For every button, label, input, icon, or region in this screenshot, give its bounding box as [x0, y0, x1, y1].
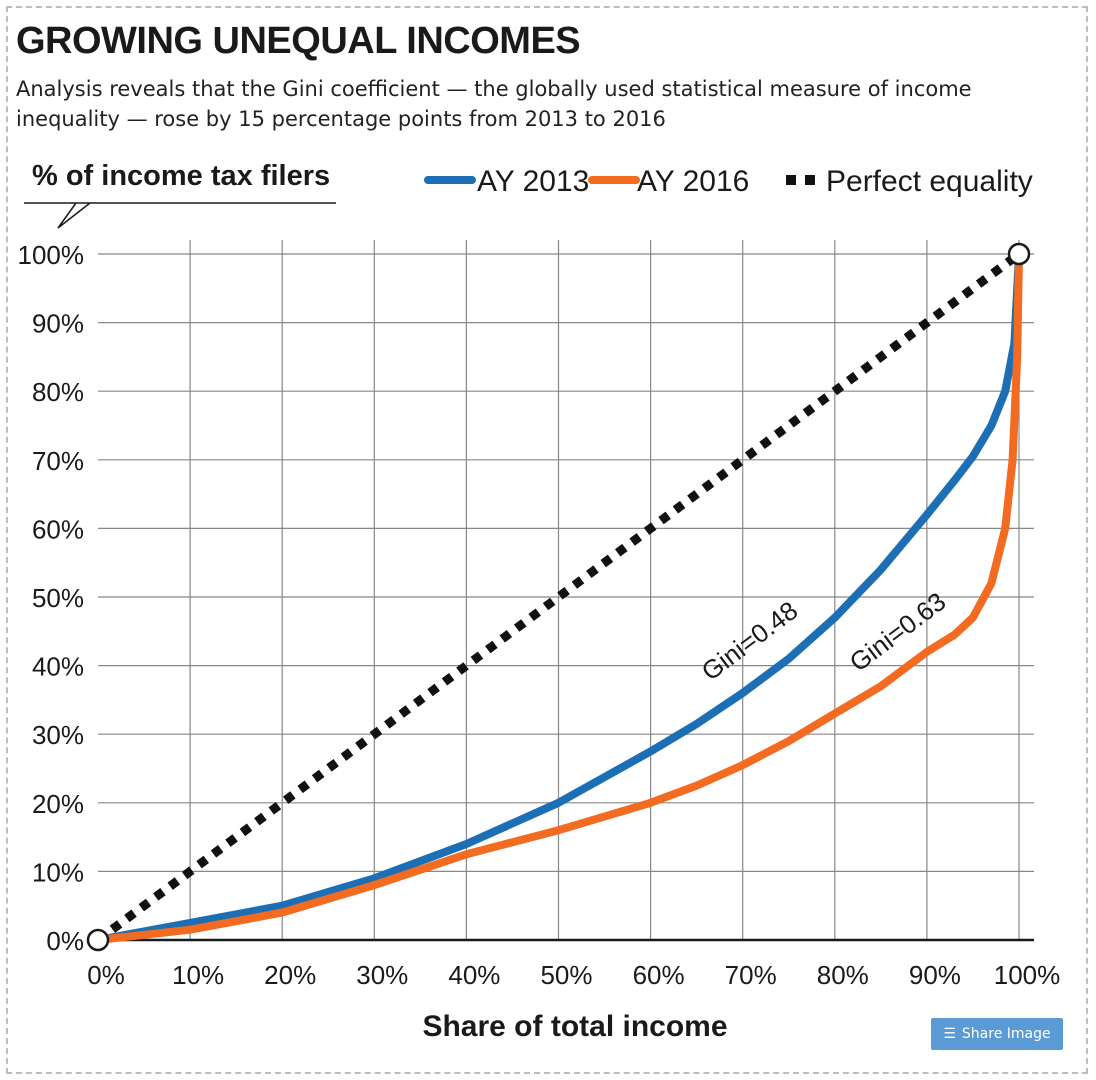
- x-tick-label: 60%: [633, 960, 685, 990]
- share-image-label: Share Image: [961, 1026, 1051, 1042]
- y-tick-label: 10%: [32, 857, 84, 887]
- start-point-marker: [86, 928, 110, 952]
- x-tick-label: 40%: [448, 960, 500, 990]
- page-subtitle: Analysis reveals that the Gini coefficie…: [16, 77, 972, 131]
- legend-perfect-equality-swatch-dot: [805, 175, 815, 185]
- x-tick-label: 50%: [540, 960, 592, 990]
- annotations: Gini=0.48 Gini=0.63: [696, 586, 952, 686]
- y-axis-label-callout: [24, 202, 336, 229]
- page-title: GROWING UNEQUAL INCOMES: [16, 20, 581, 62]
- x-tick-label: 20%: [264, 960, 316, 990]
- series-line-ay-2016: [94, 250, 1023, 944]
- x-tick-label: 70%: [725, 960, 777, 990]
- legend-ay-2016-label: AY 2016: [637, 165, 749, 198]
- series-line-ay-2013: [94, 250, 1023, 944]
- x-axis-label: Share of total income: [422, 1010, 727, 1043]
- gini-label-2013: Gini=0.48: [696, 595, 804, 686]
- legend: AY 2013 AY 2016 Perfect equality: [424, 165, 1033, 198]
- x-tick-label: 100%: [994, 960, 1061, 990]
- legend-ay-2013-label: AY 2013: [477, 165, 589, 198]
- x-tick-label: 90%: [909, 960, 961, 990]
- y-tick-label: 40%: [32, 652, 84, 682]
- y-tick-label: 100%: [18, 240, 85, 270]
- y-tick-label: 50%: [32, 583, 84, 613]
- legend-perfect-equality-label: Perfect equality: [826, 165, 1033, 198]
- x-tick-label: 80%: [817, 960, 869, 990]
- x-tick-label: 0%: [87, 960, 125, 990]
- x-tick-label: 30%: [356, 960, 408, 990]
- series: [86, 242, 1031, 952]
- y-axis-label: % of income tax filers: [32, 160, 330, 192]
- legend-perfect-equality-swatch-dot: [786, 175, 796, 185]
- y-tick-label: 70%: [32, 446, 84, 476]
- end-point-marker: [1007, 242, 1031, 266]
- y-tick-label: 30%: [32, 720, 84, 750]
- x-tick-label: 10%: [172, 960, 224, 990]
- y-tick-label: 20%: [32, 789, 84, 819]
- y-tick-label: 80%: [32, 377, 84, 407]
- gini-label-2016: Gini=0.63: [844, 586, 952, 677]
- y-tick-label: 0%: [46, 926, 84, 956]
- chart-frame: [6, 6, 1088, 1074]
- series-line-perfect-equality: [95, 250, 1022, 944]
- y-tick-label: 60%: [32, 514, 84, 544]
- tick-labels: 0% 10% 20% 30% 40% 50% 60% 70% 80% 90% 100% 0% 10% 20…: [18, 240, 1061, 990]
- share-image-button[interactable]: ☰ Share Image: [931, 1018, 1063, 1050]
- legend-ay-2016: AY 2016: [588, 165, 749, 198]
- legend-ay-2013: AY 2013: [424, 165, 589, 198]
- grid-lines: [98, 240, 1034, 940]
- y-tick-label: 90%: [32, 309, 84, 339]
- layers-icon: ☰: [943, 1026, 956, 1042]
- legend-perfect-equality: Perfect equality: [786, 165, 1033, 198]
